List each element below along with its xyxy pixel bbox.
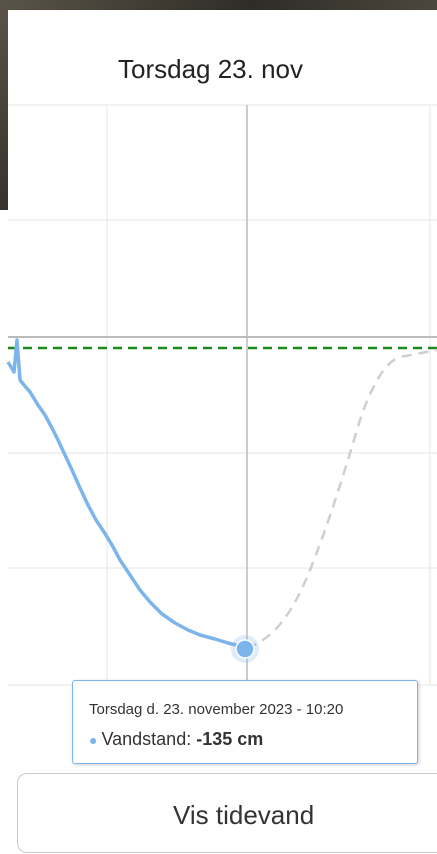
show-tide-button[interactable]: Vis tidevand — [17, 773, 437, 853]
tooltip-dot: ● — [89, 732, 97, 748]
forecast-line — [247, 350, 437, 648]
button-label: Vis tidevand — [173, 800, 314, 831]
page: Torsdag 23. nov Torsdag d. 23. november … — [0, 0, 437, 854]
tooltip-row: ●Vandstand: -135 cm — [89, 729, 263, 750]
hover-point — [236, 640, 254, 658]
tooltip-value: -135 cm — [196, 729, 263, 749]
tooltip-label: Vandstand: — [101, 729, 191, 749]
tooltip-title: Torsdag d. 23. november 2023 - 10:20 — [89, 701, 343, 718]
water-level-line — [8, 340, 247, 648]
grid — [8, 105, 437, 685]
tooltip: Torsdag d. 23. november 2023 - 10:20 ●Va… — [72, 680, 418, 764]
